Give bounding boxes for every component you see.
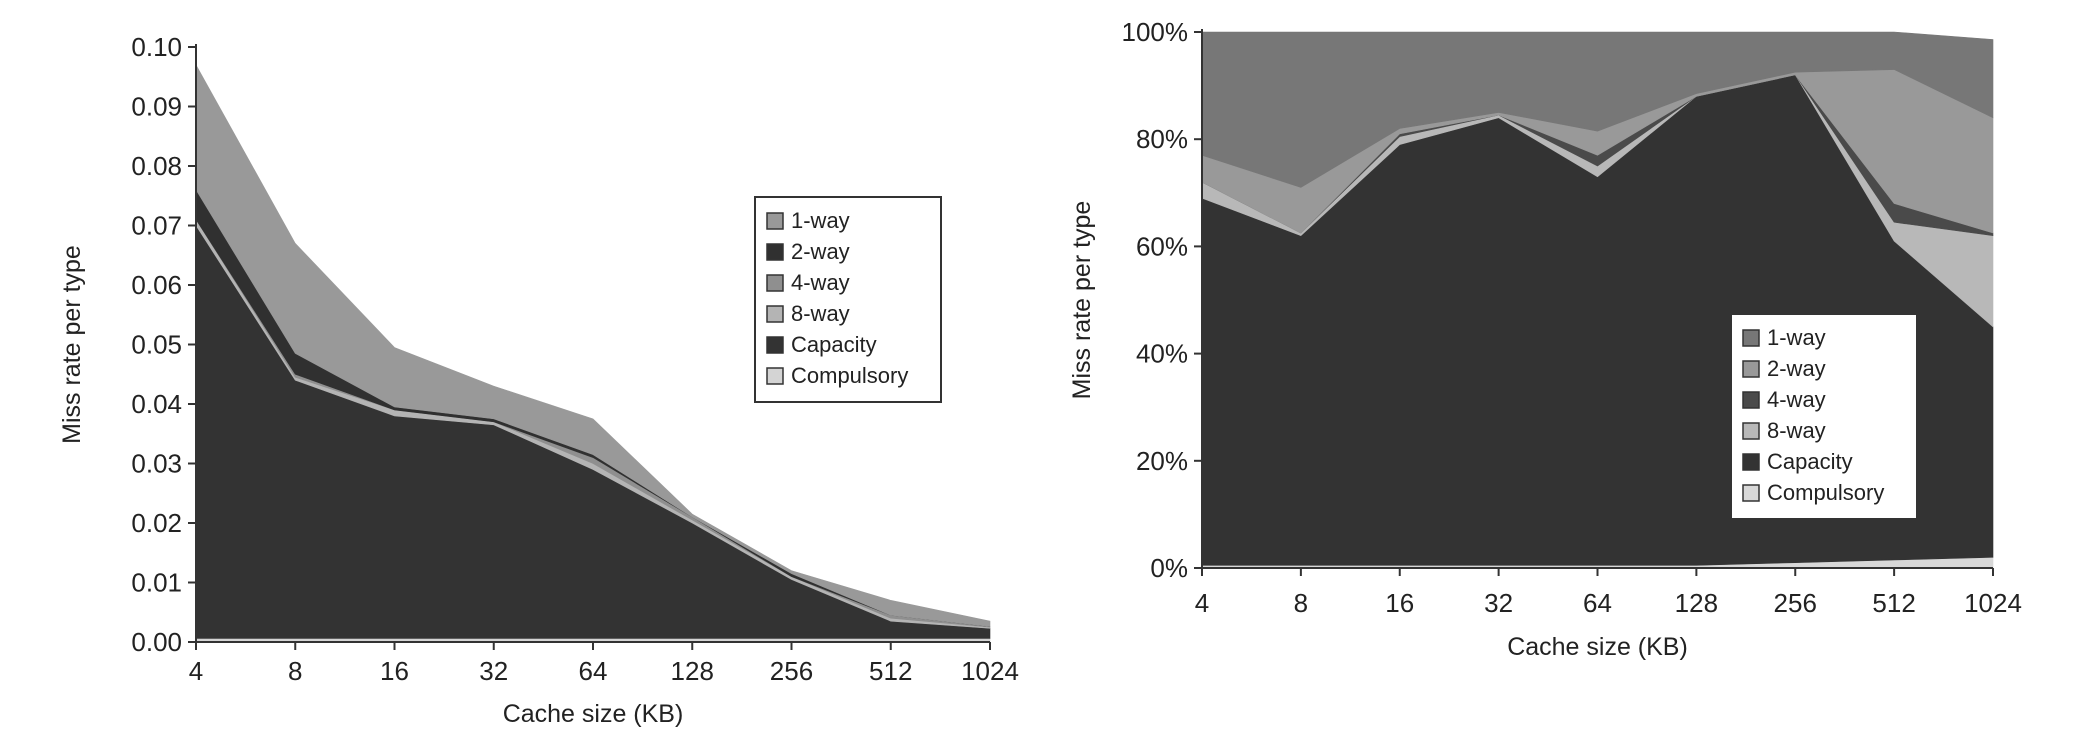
y-tick-label: 0.06 [131, 270, 182, 300]
y-tick-label: 0.03 [131, 449, 182, 479]
y-tick-label: 0.00 [131, 627, 182, 657]
legend-label: 4-way [791, 270, 850, 295]
legend-swatch-8-way [766, 305, 784, 323]
y-tick-label: 80% [1136, 124, 1188, 154]
legend-box [1730, 313, 1918, 520]
x-tick-label: 128 [671, 656, 714, 686]
legend-label: 2-way [791, 239, 850, 264]
y-axis-label: Miss rate per type [58, 245, 86, 444]
y-tick-label: 0.10 [131, 32, 182, 62]
x-axis-label: Cache size (KB) [1507, 633, 1688, 661]
legend-swatch-4-way [766, 274, 784, 292]
legend-swatch-capacity [1742, 453, 1760, 471]
x-axis-label: Cache size (KB) [503, 700, 684, 728]
y-axis-label: Miss rate per type [1068, 201, 1096, 400]
y-tick-label: 0% [1150, 553, 1188, 583]
y-tick-label: 0.07 [131, 211, 182, 241]
x-tick-label: 8 [288, 656, 302, 686]
legend-label: Compulsory [791, 363, 908, 388]
x-tick-label: 128 [1675, 588, 1718, 618]
legend-label: Capacity [791, 332, 877, 357]
y-tick-label: 0.05 [131, 330, 182, 360]
y-tick-label: 100% [1122, 17, 1189, 47]
x-tick-label: 4 [1195, 588, 1209, 618]
legend-swatch-4-way [1742, 391, 1760, 409]
x-tick-label: 1024 [1964, 588, 2022, 618]
x-tick-label: 512 [1872, 588, 1915, 618]
legend-label: 8-way [791, 301, 850, 326]
x-tick-label: 32 [1484, 588, 1513, 618]
x-tick-label: 32 [479, 656, 508, 686]
y-tick-label: 40% [1136, 339, 1188, 369]
legend-label: 4-way [1767, 387, 1826, 412]
chart-1: 0.00 0.01 0.02 0.03 0.04 0.05 0.06 0.07 0.08 0.09… [58, 32, 1019, 728]
x-tick-label: 1024 [961, 656, 1019, 686]
x-tick-label: 4 [189, 656, 203, 686]
x-tick-label: 64 [579, 656, 608, 686]
legend-swatch-8-way [1742, 422, 1760, 440]
x-tick-label: 64 [1583, 588, 1612, 618]
legend-swatch-2-way [766, 243, 784, 261]
y-tick-label: 0.02 [131, 508, 182, 538]
x-tick-label: 512 [869, 656, 912, 686]
legend-swatch-1-way [1742, 329, 1760, 347]
legend-label: 2-way [1767, 356, 1826, 381]
x-tick-label: 8 [1294, 588, 1308, 618]
legend-swatch-compulsory [766, 367, 784, 385]
area-1-way [195, 63, 991, 627]
legend-box [754, 196, 942, 403]
y-tick-label: 0.04 [131, 389, 182, 419]
x-tick-label: 16 [380, 656, 409, 686]
x-tick-label: 256 [1774, 588, 1817, 618]
x-tick-label: 256 [770, 656, 813, 686]
y-tick-label: 20% [1136, 446, 1188, 476]
y-tick-label: 0.08 [131, 151, 182, 181]
legend-label: 1-way [791, 208, 850, 233]
legend-label: 8-way [1767, 418, 1826, 443]
area-1-way [1201, 31, 1994, 188]
legend: 1-way 2-way 4-way 8-way Capacity Compulsory [754, 196, 942, 403]
x-tick-label: 16 [1385, 588, 1414, 618]
y-tick-label: 0.09 [131, 92, 182, 122]
y-tick-label: 0.01 [131, 568, 182, 598]
legend-label: 1-way [1767, 325, 1826, 350]
legend: 1-way 2-way 4-way 8-way Capacity Compulsory [1730, 313, 1918, 520]
legend-label: Compulsory [1767, 480, 1884, 505]
y-tick-label: 60% [1136, 231, 1188, 261]
legend-label: Capacity [1767, 449, 1853, 474]
legend-swatch-2-way [1742, 360, 1760, 378]
legend-swatch-capacity [766, 336, 784, 354]
chart-2: 0% 20% 40% 60% 80% 100% 4 8 16 32 64 128 256 512 1024 C… [1068, 17, 2022, 661]
legend-swatch-1-way [766, 212, 784, 230]
legend-swatch-compulsory [1742, 484, 1760, 502]
